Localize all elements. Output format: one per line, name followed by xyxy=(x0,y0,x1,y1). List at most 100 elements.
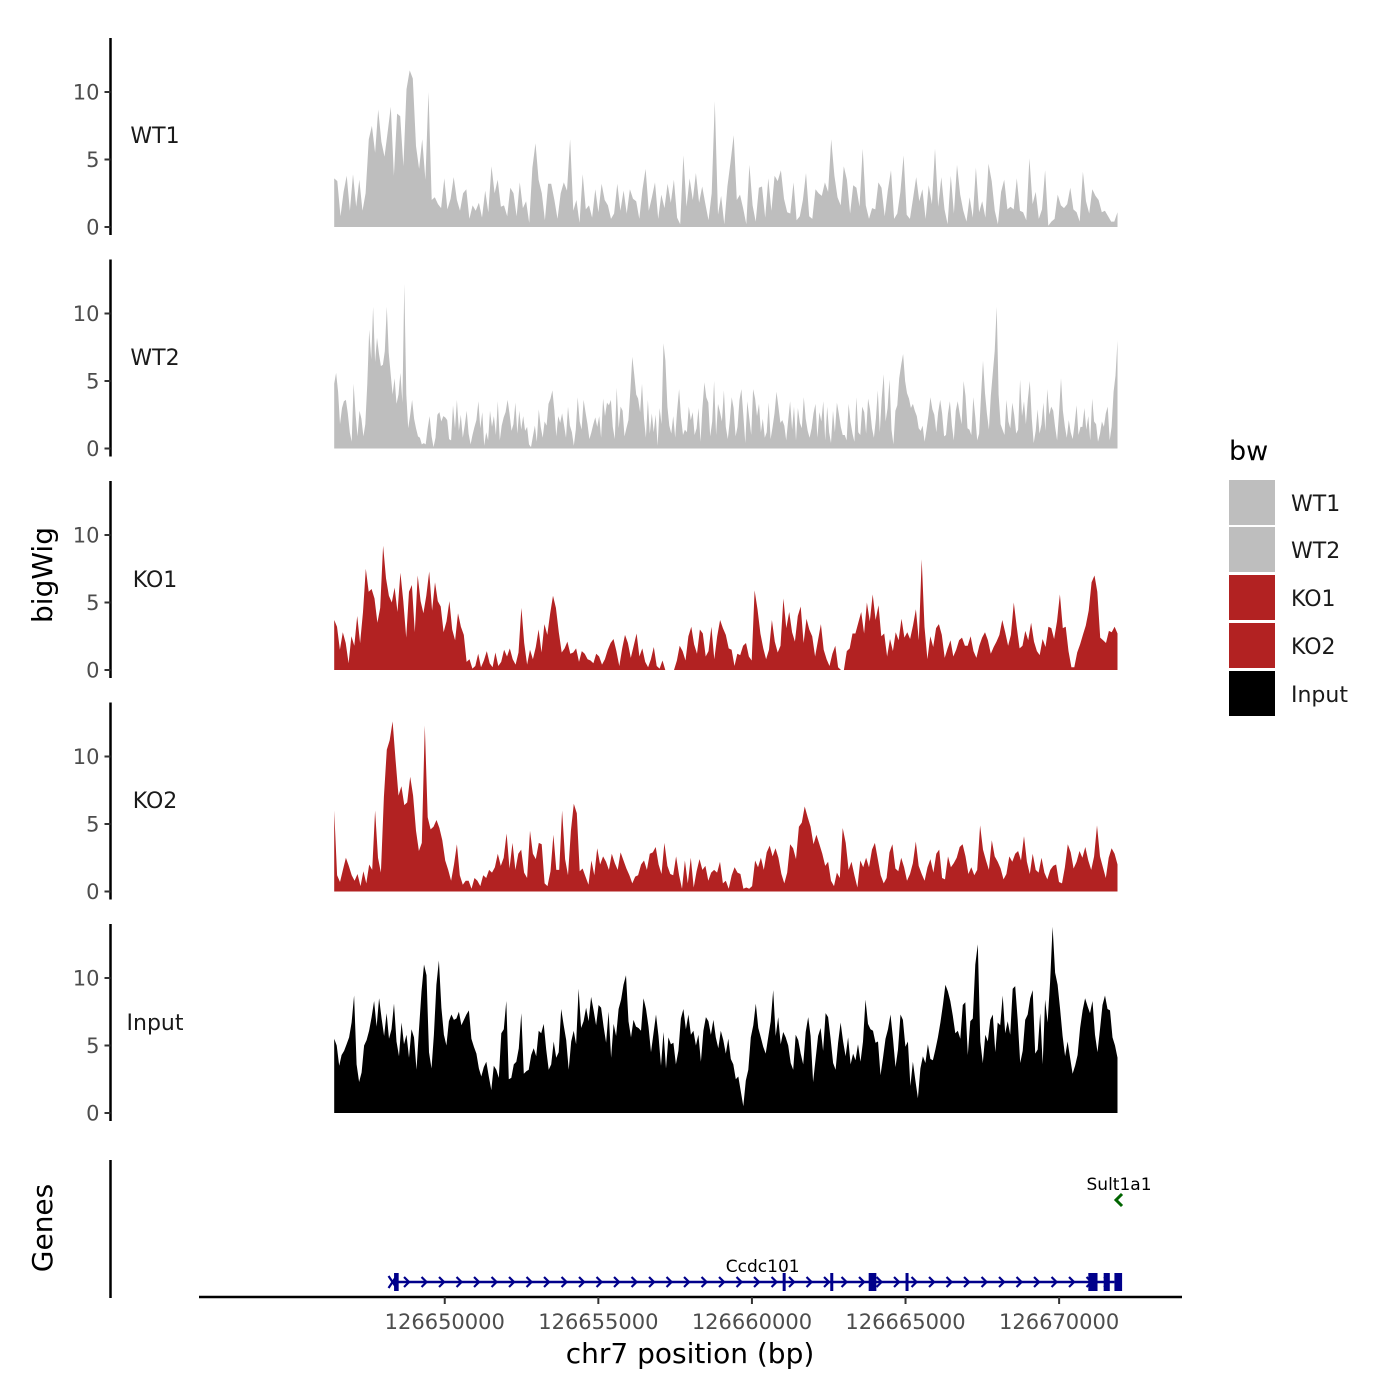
y-tick-label-ko1-0: 0 xyxy=(86,659,99,683)
legend-item-wt2: WT2 xyxy=(1229,527,1340,572)
gene-arrow-sult1a1 xyxy=(1113,1192,1124,1208)
legend-key-input xyxy=(1229,671,1275,716)
y-tick-label-input-10: 10 xyxy=(73,967,100,991)
gene-strand-chevron xyxy=(613,1276,621,1288)
area-wt1 xyxy=(334,70,1118,228)
area-wt2 xyxy=(334,283,1118,449)
gene-strand-chevron xyxy=(1033,1276,1041,1288)
legend-item-ko2: KO2 xyxy=(1229,623,1336,668)
gene-strand-chevron xyxy=(578,1276,586,1288)
gene-strand-chevron xyxy=(473,1276,481,1288)
legend-label-wt1: WT1 xyxy=(1291,492,1340,517)
y-tick-label-ko2-5: 5 xyxy=(86,813,99,837)
x-tick-label-126670000: 126670000 xyxy=(999,1310,1119,1334)
gene-strand-chevron xyxy=(735,1276,744,1288)
gene-features xyxy=(387,1192,1124,1291)
y-axis-title-genes: Genes xyxy=(26,1184,59,1272)
y-tick-label-ko2-10: 10 xyxy=(73,745,100,769)
legend-key-wt1 xyxy=(1229,480,1275,525)
y-axis-ko2: 0 5 10 xyxy=(73,702,112,904)
panel-label-ko1: KO1 xyxy=(133,568,178,593)
gene-exon-ccdc101-6 xyxy=(1088,1273,1098,1291)
gene-strand-chevron xyxy=(770,1276,779,1288)
y-axis-input: 0 5 10 xyxy=(73,924,112,1126)
gene-strand-chevron xyxy=(420,1276,429,1288)
track-panel-wt1: WT1 0 5 10 xyxy=(73,38,1118,240)
y-tick-label-wt1-10: 10 xyxy=(73,81,100,105)
gene-strand-chevron xyxy=(998,1276,1006,1288)
gene-exon-ccdc101-2 xyxy=(782,1273,786,1291)
y-tick-label-ko1-5: 5 xyxy=(86,591,99,615)
legend-item-ko1: KO1 xyxy=(1229,575,1336,620)
gene-strand-chevron xyxy=(963,1276,971,1288)
legend-label-ko2: KO2 xyxy=(1291,635,1336,660)
area-input xyxy=(334,926,1118,1113)
y-tick-label-input-0: 0 xyxy=(86,1102,99,1126)
area-group-ko2 xyxy=(334,721,1118,892)
gene-strand-chevron xyxy=(490,1276,499,1288)
gene-strand-chevron xyxy=(823,1276,831,1288)
gene-exon-ccdc101-8 xyxy=(1114,1273,1123,1291)
gene-exon-ccdc101-3 xyxy=(830,1273,834,1291)
y-tick-label-wt2-10: 10 xyxy=(73,302,100,326)
area-group-ko1 xyxy=(334,545,1118,670)
panel-label-wt2: WT2 xyxy=(130,346,179,371)
gene-strand-chevron xyxy=(1015,1276,1024,1288)
gene-strand-chevron xyxy=(945,1276,954,1288)
legend-item-input: Input xyxy=(1229,671,1348,716)
track-panel-ko2: KO2 0 5 10 xyxy=(73,702,1118,904)
gene-strand-chevron xyxy=(403,1276,411,1288)
gene-strand-chevron xyxy=(1068,1276,1076,1288)
gene-strand-chevron xyxy=(718,1276,726,1288)
gene-strand-chevron xyxy=(683,1276,691,1288)
track-panel-input: Input 0 5 10 xyxy=(73,924,1118,1126)
track-panel-wt2: WT2 0 5 10 xyxy=(73,259,1118,461)
legend-label-ko1: KO1 xyxy=(1291,587,1336,612)
y-axis-ko1: 0 5 10 xyxy=(73,481,112,683)
panel-label-ko2: KO2 xyxy=(133,789,178,814)
legend-item-wt1: WT1 xyxy=(1229,480,1340,525)
x-tick-label-126650000: 126650000 xyxy=(385,1310,505,1334)
legend-label-input: Input xyxy=(1291,683,1348,708)
track-panel-ko1: KO1 0 5 10 xyxy=(73,481,1118,683)
area-group-wt2 xyxy=(334,283,1118,449)
gene-strand-chevron xyxy=(525,1276,534,1288)
y-tick-label-ko1-10: 10 xyxy=(73,524,100,548)
genes-panel: Sult1a1 Ccdc101 xyxy=(109,1160,1152,1298)
gene-strand-chevron xyxy=(630,1276,639,1288)
y-tick-label-input-5: 5 xyxy=(86,1034,99,1058)
y-tick-label-ko2-0: 0 xyxy=(86,880,99,904)
panel-label-input: Input xyxy=(127,1011,184,1036)
gene-strand-chevron xyxy=(455,1276,464,1288)
y-axis-wt2: 0 5 10 xyxy=(73,259,112,461)
legend-key-wt2 xyxy=(1229,527,1275,572)
gene-strand-chevron xyxy=(858,1276,866,1288)
y-axis-title-bigwig: bigWig xyxy=(26,527,59,623)
gene-exon-ccdc101-1 xyxy=(394,1273,399,1291)
gene-exon-ccdc101-4 xyxy=(868,1273,877,1291)
gene-strand-chevron xyxy=(648,1276,656,1288)
y-tick-label-wt1-5: 5 xyxy=(86,148,99,172)
gene-strand-chevron xyxy=(508,1276,516,1288)
x-axis-title: chr7 position (bp) xyxy=(566,1337,815,1370)
legend-key-ko2 xyxy=(1229,623,1275,668)
legend-label-wt2: WT2 xyxy=(1291,539,1340,564)
x-tick-label-126655000: 126655000 xyxy=(538,1310,658,1334)
x-axis-ticks: 126650000 126655000 126660000 126665000 1266… xyxy=(385,1297,1119,1334)
y-tick-label-wt2-0: 0 xyxy=(86,437,99,461)
gene-strand-chevron xyxy=(893,1276,901,1288)
legend-key-ko1 xyxy=(1229,575,1275,620)
gene-strand-chevron xyxy=(910,1276,919,1288)
panel-label-wt1: WT1 xyxy=(130,124,179,149)
x-tick-label-126660000: 126660000 xyxy=(692,1310,812,1334)
gene-strand-chevron xyxy=(788,1276,796,1288)
area-ko2 xyxy=(334,721,1118,892)
gene-label-sult1a1: Sult1a1 xyxy=(1087,1175,1152,1195)
x-tick-label-126665000: 126665000 xyxy=(845,1310,965,1334)
legend: bw WT1 WT2 KO1 KO2 Input xyxy=(1229,436,1348,716)
y-tick-label-wt2-5: 5 xyxy=(86,370,99,394)
gene-exon-ccdc101-7 xyxy=(1103,1273,1110,1291)
gene-strand-chevron xyxy=(438,1276,446,1288)
y-tick-label-wt1-0: 0 xyxy=(86,216,99,240)
